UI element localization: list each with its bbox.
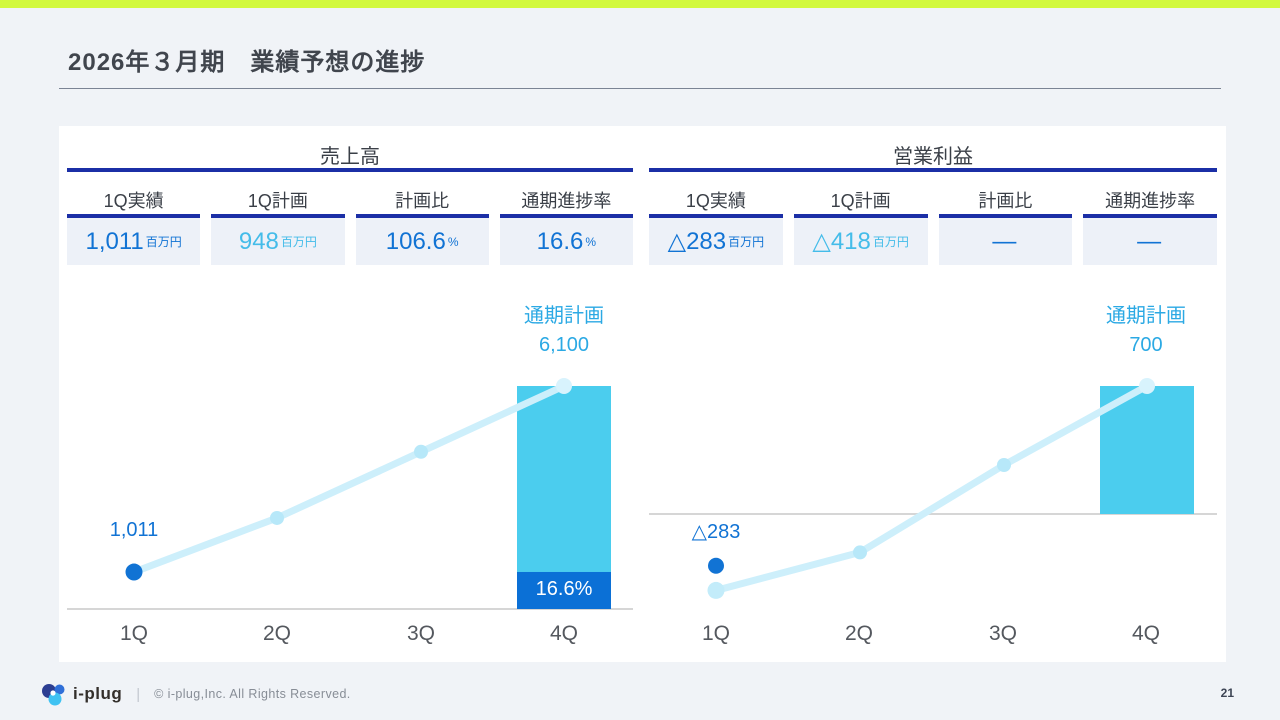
- x-axis-label-4q: 4Q: [1131, 622, 1160, 645]
- kpi-number: —: [992, 227, 1017, 255]
- kpi-underline: [355, 214, 489, 218]
- kpi-header: 通期進捗率: [521, 191, 612, 211]
- profit-kpi-progress-rate: 通期進捗率 —: [1083, 188, 1217, 265]
- kpi-header: 計画比: [978, 191, 1033, 211]
- plan-caption-text: 通期計画: [524, 305, 604, 327]
- kpi-value: 16.6%: [499, 218, 633, 265]
- sales-kpi-1q-plan: 1Q計画 948 百万円: [211, 188, 345, 265]
- footer: i-plug | © i-plug,Inc. All Rights Reserv…: [40, 680, 351, 708]
- profit-chart: 通期計画 700 △283 1Q 2Q 3Q 4Q: [649, 266, 1217, 658]
- kpi-header: 1Q計画: [830, 191, 891, 211]
- sales-panel-title: 売上高: [320, 146, 380, 168]
- x-axis-label-4q: 4Q: [549, 622, 578, 645]
- kpi-underline: [499, 214, 633, 218]
- sales-panel: 売上高 1Q実績 1,011 百万円 1Q計画 948 百万円 計画比: [67, 126, 633, 662]
- kpi-unit: %: [585, 234, 597, 249]
- profit-kpi-1q-plan: 1Q計画 △418 百万円: [793, 188, 928, 265]
- kpi-number: 948: [238, 227, 279, 255]
- x-axis-label-3q: 3Q: [406, 622, 435, 645]
- profit-kpi-1q-actual: 1Q実績 △283 百万円: [649, 188, 783, 265]
- plan-caption-value: 700: [1129, 334, 1163, 356]
- sales-progress-pct-label: 16.6%: [535, 578, 593, 600]
- sales-1q-actual-label: 1,011: [109, 519, 159, 541]
- kpi-header: 計画比: [395, 191, 450, 211]
- kpi-header: 通期進捗率: [1105, 191, 1196, 211]
- kpi-value: —: [938, 218, 1073, 265]
- kpi-underline: [938, 214, 1073, 218]
- sales-chart-canvas: [67, 378, 633, 610]
- kpi-underline: [1083, 214, 1217, 218]
- kpi-value: △283 百万円: [649, 218, 783, 265]
- kpi-value: 948 百万円: [211, 218, 345, 265]
- kpi-underline: [211, 214, 345, 218]
- accent-top-bar: [0, 0, 1280, 8]
- page-number: 21: [1220, 686, 1234, 700]
- sales-kpi-1q-actual: 1Q実績 1,011 百万円: [67, 188, 201, 265]
- kpi-number: 106.6: [385, 227, 446, 255]
- kpi-underline: [793, 214, 928, 218]
- brand-name: i-plug: [73, 684, 123, 703]
- sales-kpi-plan-ratio: 計画比 106.6%: [355, 188, 489, 265]
- profit-kpi-plan-ratio: 計画比 —: [938, 188, 1073, 265]
- sales-kpi-progress-rate: 通期進捗率 16.6%: [499, 188, 633, 265]
- kpi-value: 1,011 百万円: [67, 218, 201, 265]
- kpi-header: 1Q計画: [247, 191, 308, 211]
- profit-panel: 営業利益 1Q実績 △283 百万円 1Q計画 △418 百万円 計画比: [649, 126, 1217, 662]
- title-divider: [59, 88, 1221, 89]
- profit-chart-canvas: [649, 378, 1217, 599]
- kpi-number: —: [1137, 227, 1162, 255]
- kpi-value: 106.6%: [355, 218, 489, 265]
- sales-chart: 通期計画 6,100 1,011 16.6% 1Q 2Q 3Q 4Q: [67, 266, 633, 658]
- kpi-value: △418 百万円: [793, 218, 928, 265]
- sales-full-year-plan-label: 通期計画 6,100: [484, 302, 644, 360]
- profit-panel-underline: [649, 168, 1217, 172]
- content-card: 売上高 1Q実績 1,011 百万円 1Q計画 948 百万円 計画比: [59, 126, 1226, 662]
- kpi-number: 1,011: [85, 227, 144, 255]
- profit-full-year-plan-label: 通期計画 700: [1066, 302, 1226, 360]
- x-axis-label-2q: 2Q: [844, 622, 873, 645]
- kpi-header: 1Q実績: [685, 191, 746, 211]
- x-axis-label-3q: 3Q: [988, 622, 1017, 645]
- footer-separator: |: [136, 685, 141, 703]
- kpi-unit: 百万円: [872, 235, 909, 249]
- profit-1q-actual-label: △283: [691, 521, 741, 543]
- x-axis-label-1q: 1Q: [119, 622, 148, 645]
- profit-kpi-row: 1Q実績 △283 百万円 1Q計画 △418 百万円 計画比 —: [649, 188, 1217, 265]
- sales-kpi-row: 1Q実績 1,011 百万円 1Q計画 948 百万円 計画比 106.6%: [67, 188, 633, 265]
- kpi-underline: [67, 214, 201, 218]
- sales-panel-underline: [67, 168, 633, 172]
- kpi-header: 1Q実績: [103, 191, 164, 211]
- kpi-underline: [649, 214, 783, 218]
- page-title: 2026年３月期 業績予想の進捗: [68, 49, 426, 76]
- i-plug-logo-icon: [42, 683, 65, 705]
- kpi-unit: %: [447, 234, 459, 249]
- kpi-unit: 百万円: [145, 235, 182, 249]
- kpi-value: —: [1083, 218, 1217, 265]
- kpi-number: △283: [667, 228, 727, 255]
- kpi-number: △418: [812, 228, 871, 255]
- kpi-number: 16.6: [536, 227, 584, 255]
- x-axis-label-1q: 1Q: [701, 622, 730, 645]
- copyright-text: © i-plug,Inc. All Rights Reserved.: [154, 687, 351, 701]
- kpi-unit: 百万円: [728, 235, 765, 249]
- plan-caption-value: 6,100: [538, 334, 590, 356]
- x-axis-label-2q: 2Q: [262, 622, 291, 645]
- profit-panel-title: 営業利益: [893, 146, 973, 168]
- kpi-unit: 百万円: [280, 235, 317, 249]
- plan-caption-text: 通期計画: [1106, 305, 1186, 327]
